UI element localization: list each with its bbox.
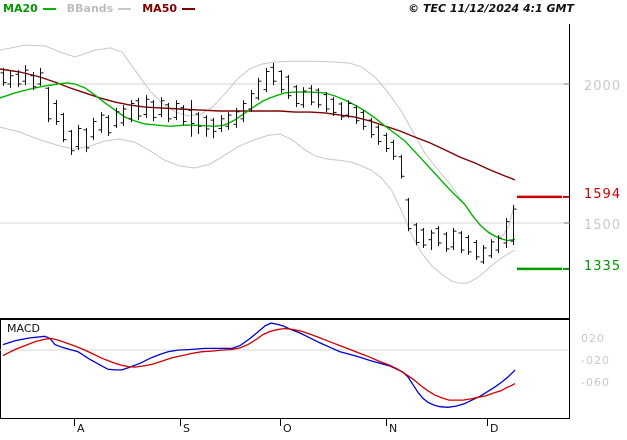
chart-legend: MA20 BBands MA50 xyxy=(3,2,196,15)
legend-ma20-label: MA20 xyxy=(3,2,38,15)
ma50-line-swatch-icon xyxy=(182,7,196,10)
ma50-line xyxy=(0,68,516,181)
bollinger-upper-line xyxy=(0,44,515,238)
bbands-line-swatch-icon xyxy=(118,7,132,10)
macd-signal-line xyxy=(2,327,516,401)
macd-panel-title: MACD xyxy=(7,322,40,335)
macd-macd-line xyxy=(2,322,516,408)
ma20-line-swatch-icon xyxy=(42,7,56,10)
legend-item-bbands: BBands xyxy=(66,2,132,15)
copyright-text: © TEC 11/12/2024 4:1 GMT xyxy=(408,2,574,15)
legend-ma50-label: MA50 xyxy=(142,2,178,15)
legend-item-ma20: MA20 xyxy=(3,2,56,15)
bollinger-lower-line xyxy=(0,126,516,284)
legend-item-ma50: MA50 xyxy=(142,2,196,15)
legend-bbands-label: BBands xyxy=(66,2,114,15)
ma20-line xyxy=(0,82,516,242)
ohlc-bars xyxy=(0,62,517,264)
